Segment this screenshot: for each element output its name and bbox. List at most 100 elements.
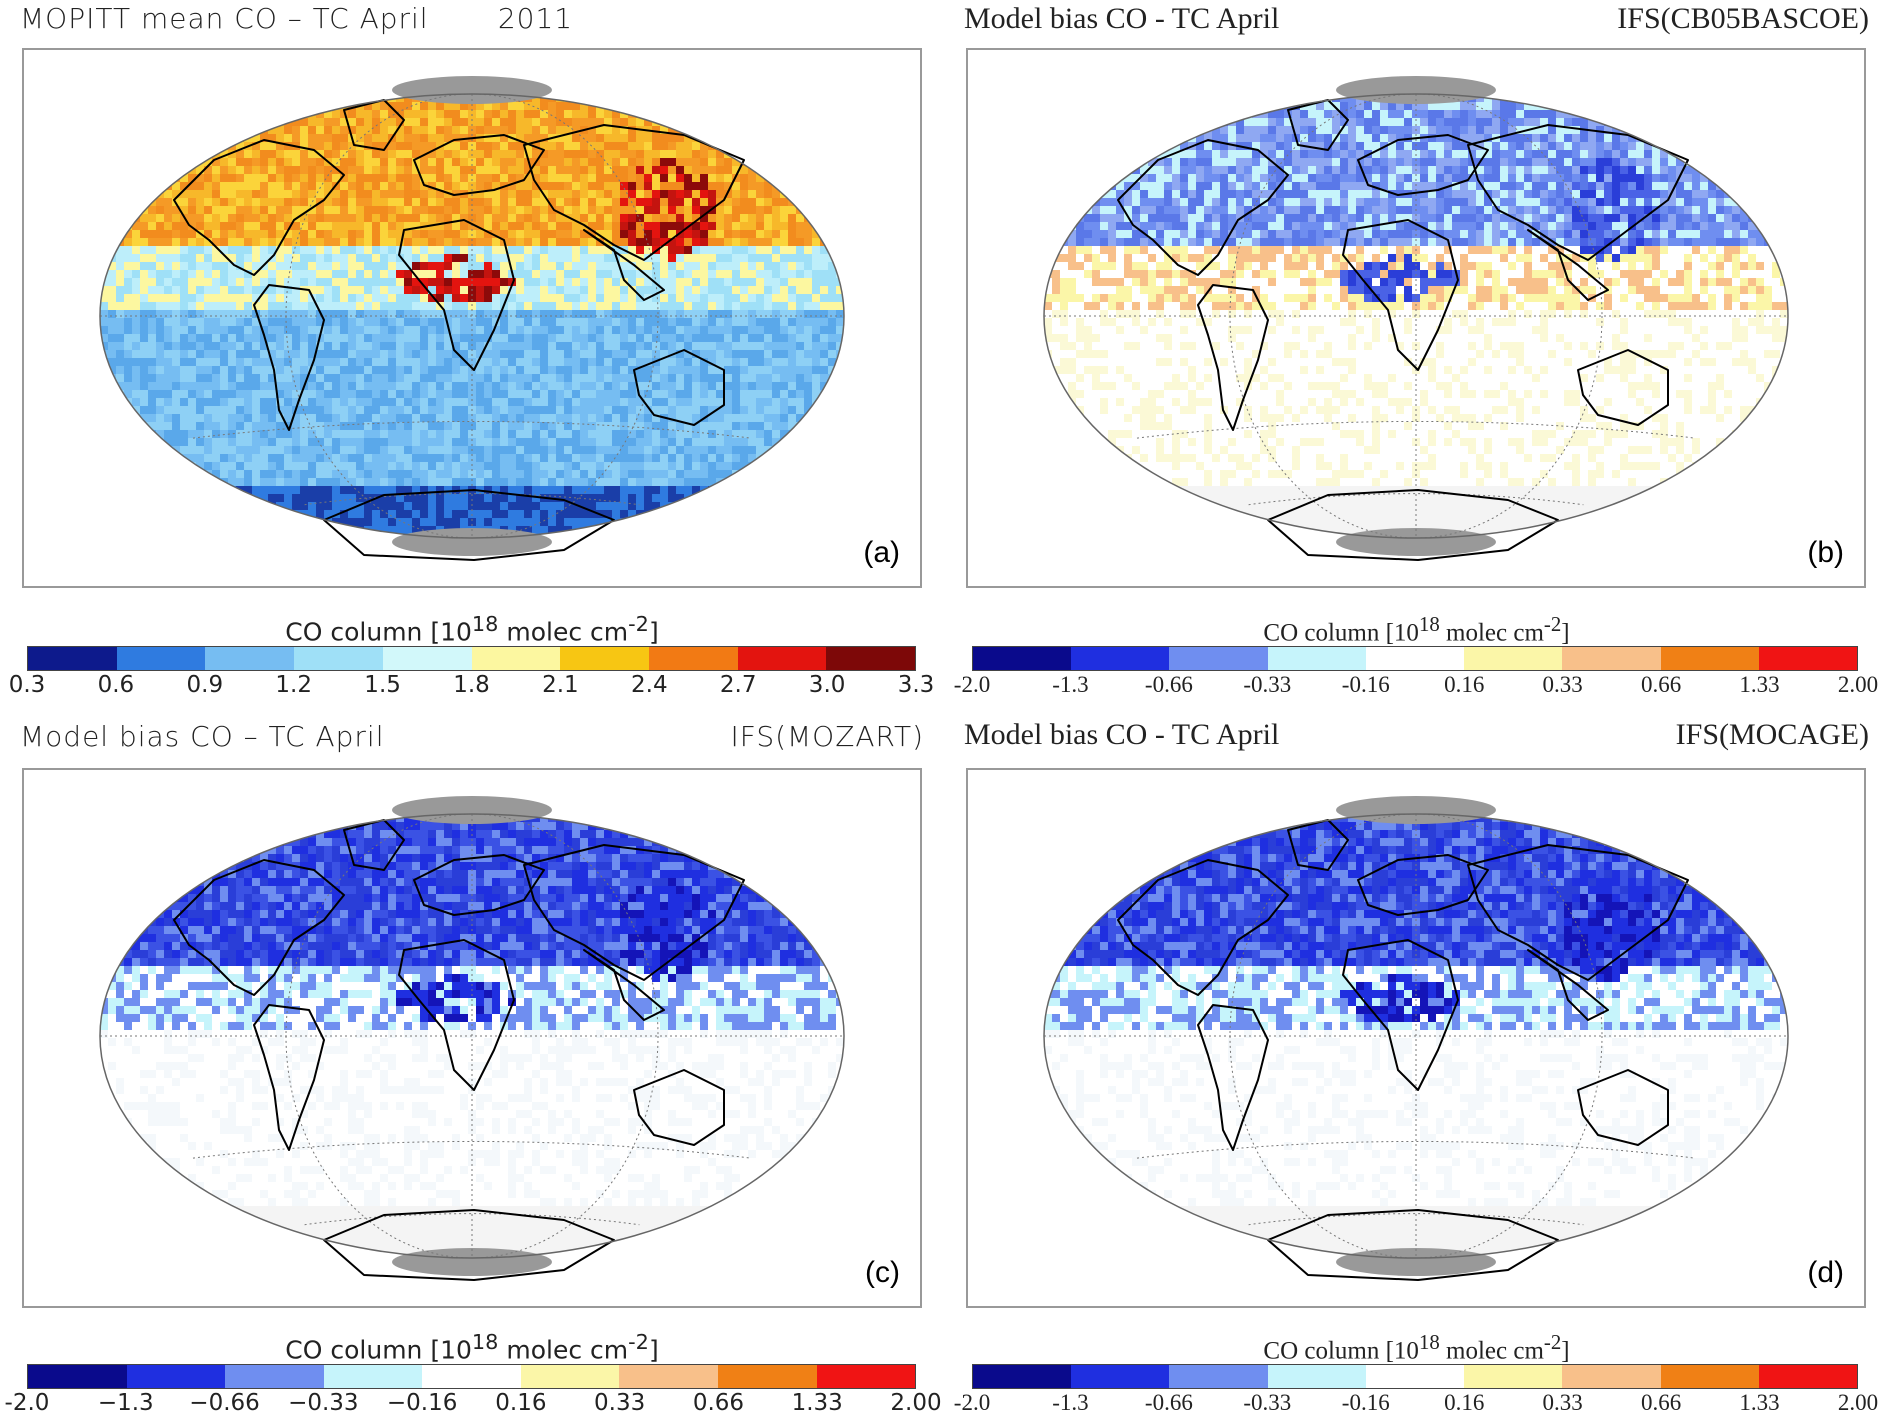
panel-model-label: IFS(CB05BASCOE) <box>1617 2 1869 36</box>
colorbar-title-unit: molec cm <box>1440 1337 1544 1364</box>
colorbar-segment <box>1169 1365 1268 1388</box>
panel-model-label: IFS(MOCAGE) <box>1676 718 1869 752</box>
colorbar-tick-label: 0.3 <box>9 672 46 698</box>
colorbar-tick-label: 0.33 <box>1543 672 1583 698</box>
colorbar-segment <box>382 647 472 670</box>
colorbar-title-text: CO column [10 <box>1263 1337 1419 1364</box>
colorbar-segment <box>1071 647 1170 670</box>
panel-letter: (d) <box>1807 1256 1844 1290</box>
colorbar-title: CO column [1018 molec cm-2] <box>0 612 944 646</box>
colorbar-segment <box>737 647 827 670</box>
panel-title: Model bias CO - TC April <box>964 718 1279 752</box>
colorbar-tick-label: 0.33 <box>1543 1390 1583 1416</box>
colorbar-tick-label: 1.2 <box>275 672 312 698</box>
colorbar-tick-label: 2.4 <box>631 672 668 698</box>
map-frame: (b) <box>966 48 1866 588</box>
colorbar-segment <box>28 1365 127 1388</box>
colorbar-title: CO column [1018 molec cm-2] <box>944 612 1889 647</box>
colorbar-segment <box>294 647 383 670</box>
map-frame: (c) <box>22 768 922 1308</box>
colorbar-tick-label: −1.3 <box>98 1390 154 1416</box>
colorbar-tick-label: 0.6 <box>98 672 135 698</box>
colorbar-tick-label: 0.66 <box>693 1390 744 1416</box>
map-boundary <box>99 813 845 1259</box>
colorbar-segment <box>1562 1365 1661 1388</box>
coastlines <box>173 99 745 561</box>
colorbar-tick-label: 2.7 <box>720 672 757 698</box>
colorbar-tick-label: 0.33 <box>594 1390 645 1416</box>
colorbar-title-text: CO column [10 <box>285 617 472 646</box>
colorbar-segment <box>28 647 117 670</box>
colorbar-tick-label: 2.00 <box>1838 672 1878 698</box>
colorbar-segment <box>116 647 206 670</box>
co-bias-map <box>99 796 845 1281</box>
panel-title: Model bias CO – TC April <box>20 720 384 753</box>
map-boundary <box>99 93 845 539</box>
colorbar-title-end: ] <box>649 1335 659 1364</box>
colorbar-segment <box>560 647 649 670</box>
map-frame: (a) <box>22 48 922 588</box>
colorbar-segment <box>648 647 738 670</box>
colorbar-tick-label: 0.66 <box>1641 672 1681 698</box>
colorbar-segment <box>422 1365 521 1388</box>
colorbar-segment <box>619 1365 718 1388</box>
colorbar-tick-label: -0.33 <box>1243 672 1291 698</box>
panel-a: MOPITT mean CO – TC April 2011 (a) CO co… <box>0 0 944 708</box>
colorbar-tick-label: 3.3 <box>898 672 935 698</box>
colorbar <box>27 1364 916 1389</box>
colorbar-segment <box>1169 647 1268 670</box>
colorbar-segment <box>1758 647 1857 670</box>
colorbar-segment <box>973 1365 1072 1388</box>
colorbar-title-unit: molec cm <box>498 1335 628 1364</box>
colorbar-tick-label: 2.00 <box>1838 1390 1878 1416</box>
panel-d: Model bias CO - TC April IFS(MOCAGE) (d)… <box>944 708 1889 1416</box>
colorbar-tick-label: 1.5 <box>364 672 401 698</box>
colorbar <box>972 646 1858 671</box>
colorbar-tick-label: 1.33 <box>792 1390 843 1416</box>
colorbar-tick-label: -0.66 <box>1145 1390 1193 1416</box>
colorbar-tick-label: 0.16 <box>1444 1390 1484 1416</box>
colorbar-tick-label: 2.1 <box>542 672 579 698</box>
panel-model-label: IFS(MOZART) <box>730 720 924 753</box>
map-boundary <box>1043 813 1789 1259</box>
colorbar-tick-label: 0.66 <box>1641 1390 1681 1416</box>
panel-c: Model bias CO – TC April IFS(MOZART) (c)… <box>0 708 944 1416</box>
colorbar-segment <box>1365 647 1465 670</box>
colorbar-title-exp: 18 <box>472 1330 499 1354</box>
colorbar-tick-label: 0.16 <box>1444 672 1484 698</box>
colorbar-tick-label: −0.33 <box>288 1390 358 1416</box>
colorbar-title-exp: 18 <box>1419 612 1440 636</box>
colorbar-tick-label: 0.9 <box>187 672 224 698</box>
colorbar <box>27 646 916 671</box>
co-map <box>99 76 845 561</box>
colorbar-segment <box>1071 1365 1170 1388</box>
co-bias-map <box>1043 796 1789 1281</box>
colorbar-segment <box>816 1365 916 1388</box>
colorbar-title-text: CO column [10 <box>285 1335 472 1364</box>
panel-letter: (c) <box>865 1256 900 1290</box>
colorbar-segment <box>1464 647 1563 670</box>
colorbar-segment <box>225 1365 324 1388</box>
coastlines <box>1117 99 1689 561</box>
colorbar-title-end: ] <box>1561 1337 1569 1364</box>
colorbar-tick-label: 2.00 <box>890 1390 941 1416</box>
colorbar-tick-label: 1.33 <box>1739 1390 1779 1416</box>
colorbar-tick-label: 1.33 <box>1739 672 1779 698</box>
colorbar-title-exp: 18 <box>1419 1330 1440 1354</box>
colorbar-title-exp: 18 <box>472 612 499 636</box>
colorbar-title-exp2: -2 <box>1544 1330 1561 1354</box>
colorbar-segment <box>1267 1365 1366 1388</box>
colorbar-segment <box>717 1365 817 1388</box>
colorbar-segment <box>323 1365 423 1388</box>
colorbar-title-end: ] <box>649 617 659 646</box>
colorbar-tick-label: 1.8 <box>453 672 490 698</box>
colorbar-tick-label: -1.3 <box>1052 672 1088 698</box>
colorbar <box>972 1364 1858 1389</box>
colorbar-segment <box>1758 1365 1857 1388</box>
colorbar-title-exp2: -2 <box>628 612 649 636</box>
co-bias-map <box>1043 76 1789 561</box>
map-frame: (d) <box>966 768 1866 1308</box>
colorbar-segment <box>126 1365 226 1388</box>
colorbar-segment <box>520 1365 620 1388</box>
colorbar-tick-label: −0.16 <box>387 1390 457 1416</box>
